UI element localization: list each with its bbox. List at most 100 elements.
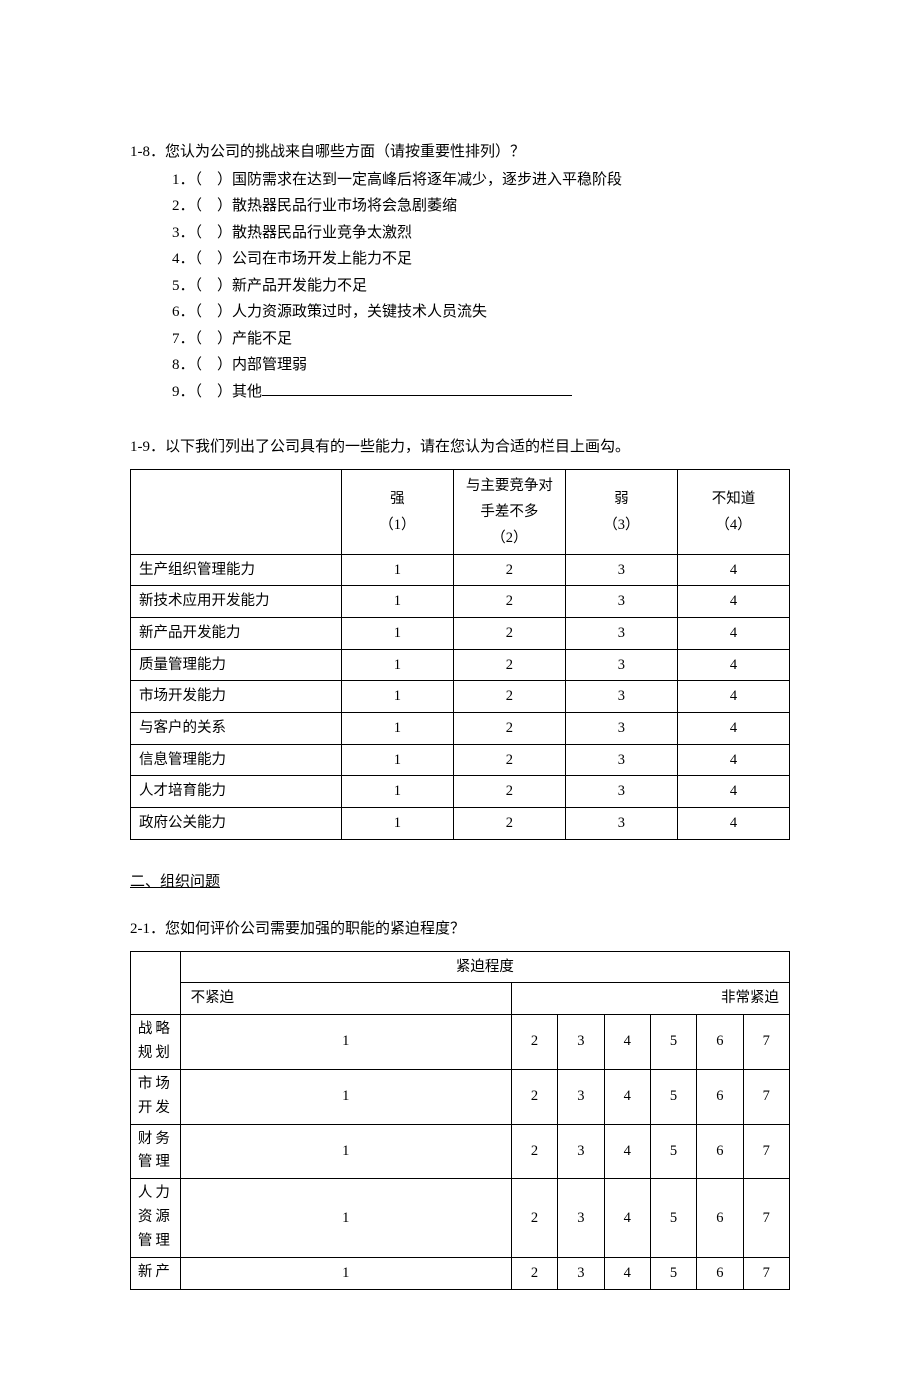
cell: 4 — [677, 776, 789, 808]
cell: 6 — [697, 1014, 743, 1069]
cell: 2 — [453, 586, 565, 618]
q18-item-text: 9．（ ）其他 — [172, 384, 262, 400]
table-row: 与客户的关系1234 — [131, 712, 790, 744]
cell: 4 — [604, 1258, 650, 1290]
cell: 3 — [565, 681, 677, 713]
cell: 1 — [341, 618, 453, 650]
cell: 1 — [180, 1179, 511, 1258]
cell: 新产品开发能力 — [131, 618, 342, 650]
cell: 与客户的关系 — [131, 712, 342, 744]
cell: 1 — [341, 744, 453, 776]
cell: 7 — [743, 1014, 789, 1069]
q18-item: 2．（ ）散热器民品行业市场将会急剧萎缩 — [172, 194, 790, 220]
cell: 4 — [604, 1014, 650, 1069]
cell: 3 — [565, 554, 677, 586]
cell: 3 — [565, 586, 677, 618]
cell: 2 — [453, 554, 565, 586]
cell: 4 — [677, 649, 789, 681]
cell: 1 — [341, 776, 453, 808]
cell: 1 — [180, 1069, 511, 1124]
cell: 2 — [511, 1124, 557, 1179]
cell: 市场开发能力 — [131, 681, 342, 713]
q19-title: 1-9．以下我们列出了公司具有的一些能力，请在您认为合适的栏目上画勾。 — [130, 435, 790, 461]
cell: 2 — [453, 744, 565, 776]
rowlabel: 人力资源管理 — [131, 1179, 181, 1258]
question-1-9: 1-9．以下我们列出了公司具有的一些能力，请在您认为合适的栏目上画勾。 强（1）… — [130, 435, 790, 840]
cell: 2 — [453, 807, 565, 839]
cell: 2 — [511, 1258, 557, 1290]
cell: 6 — [697, 1124, 743, 1179]
table-row: 财务管理1234567 — [131, 1124, 790, 1179]
cell: 新技术应用开发能力 — [131, 586, 342, 618]
q18-item: 8．（ ）内部管理弱 — [172, 353, 790, 379]
table-row: 市场开发1234567 — [131, 1069, 790, 1124]
cell: 3 — [558, 1069, 604, 1124]
cell: 3 — [565, 807, 677, 839]
cell: 信息管理能力 — [131, 744, 342, 776]
cell: 5 — [650, 1258, 696, 1290]
cell: 6 — [697, 1069, 743, 1124]
q18-item: 3．（ ）散热器民品行业竞争太激烈 — [172, 221, 790, 247]
table-row: 市场开发能力1234 — [131, 681, 790, 713]
rowlabel: 战略规划 — [131, 1014, 181, 1069]
q18-item: 6．（ ）人力资源政策过时，关键技术人员流失 — [172, 300, 790, 326]
cell: 4 — [604, 1124, 650, 1179]
cell: 3 — [558, 1258, 604, 1290]
cell: 5 — [650, 1179, 696, 1258]
cell: 1 — [341, 649, 453, 681]
cell: 1 — [341, 586, 453, 618]
cell: 1 — [341, 554, 453, 586]
table-header-row: 强（1） 与主要竞争对手差不多（2） 弱（3） 不知道（4） — [131, 469, 790, 554]
cell: 3 — [565, 712, 677, 744]
cell: 2 — [453, 776, 565, 808]
q18-item: 9．（ ）其他 — [172, 380, 790, 406]
q18-title: 1-8．您认为公司的挑战来自哪些方面（请按重要性排列）？ — [130, 140, 790, 166]
table-row: 人力资源管理1234567 — [131, 1179, 790, 1258]
cell: 4 — [677, 586, 789, 618]
cell: 7 — [743, 1069, 789, 1124]
question-2-1: 2-1．您如何评价公司需要加强的职能的紧迫程度？ 紧迫程度 不紧迫 非常紧迫 战… — [130, 917, 790, 1290]
q18-item: 7．（ ）产能不足 — [172, 327, 790, 353]
cell: 5 — [650, 1124, 696, 1179]
q18-item: 4．（ ）公司在市场开发上能力不足 — [172, 247, 790, 273]
cell: 7 — [743, 1124, 789, 1179]
table-subheader-row: 不紧迫 非常紧迫 — [131, 983, 790, 1015]
table-row: 质量管理能力1234 — [131, 649, 790, 681]
cell: 3 — [565, 776, 677, 808]
sub-right: 非常紧迫 — [511, 983, 789, 1015]
q19-header — [131, 469, 342, 554]
cell: 1 — [341, 681, 453, 713]
cell: 2 — [453, 618, 565, 650]
q19-header: 强（1） — [341, 469, 453, 554]
table-row: 人才培育能力1234 — [131, 776, 790, 808]
section-2-heading: 二、组织问题 — [130, 870, 790, 896]
cell: 4 — [604, 1069, 650, 1124]
table-row: 战略规划1234567 — [131, 1014, 790, 1069]
sub-left: 不紧迫 — [180, 983, 511, 1015]
cell: 4 — [677, 681, 789, 713]
cell: 1 — [180, 1124, 511, 1179]
cell: 7 — [743, 1179, 789, 1258]
cell: 2 — [453, 681, 565, 713]
cell: 人才培育能力 — [131, 776, 342, 808]
q21-title: 2-1．您如何评价公司需要加强的职能的紧迫程度？ — [130, 917, 790, 943]
cell: 3 — [565, 618, 677, 650]
cell: 3 — [558, 1179, 604, 1258]
table-row: 信息管理能力1234 — [131, 744, 790, 776]
table-header-row: 紧迫程度 — [131, 951, 790, 983]
table-row: 生产组织管理能力1234 — [131, 554, 790, 586]
q19-header: 弱（3） — [565, 469, 677, 554]
cell: 1 — [341, 807, 453, 839]
cell: 5 — [650, 1014, 696, 1069]
cell: 4 — [677, 554, 789, 586]
cell: 3 — [565, 649, 677, 681]
q19-header: 不知道（4） — [677, 469, 789, 554]
cell: 1 — [180, 1014, 511, 1069]
urgency-header: 紧迫程度 — [180, 951, 789, 983]
q18-item: 1．（ ）国防需求在达到一定高峰后将逐年减少，逐步进入平稳阶段 — [172, 168, 790, 194]
table-row: 新技术应用开发能力1234 — [131, 586, 790, 618]
cell: 4 — [677, 807, 789, 839]
cell: 6 — [697, 1179, 743, 1258]
q19-header: 与主要竞争对手差不多（2） — [453, 469, 565, 554]
table-row: 新产品开发能力1234 — [131, 618, 790, 650]
